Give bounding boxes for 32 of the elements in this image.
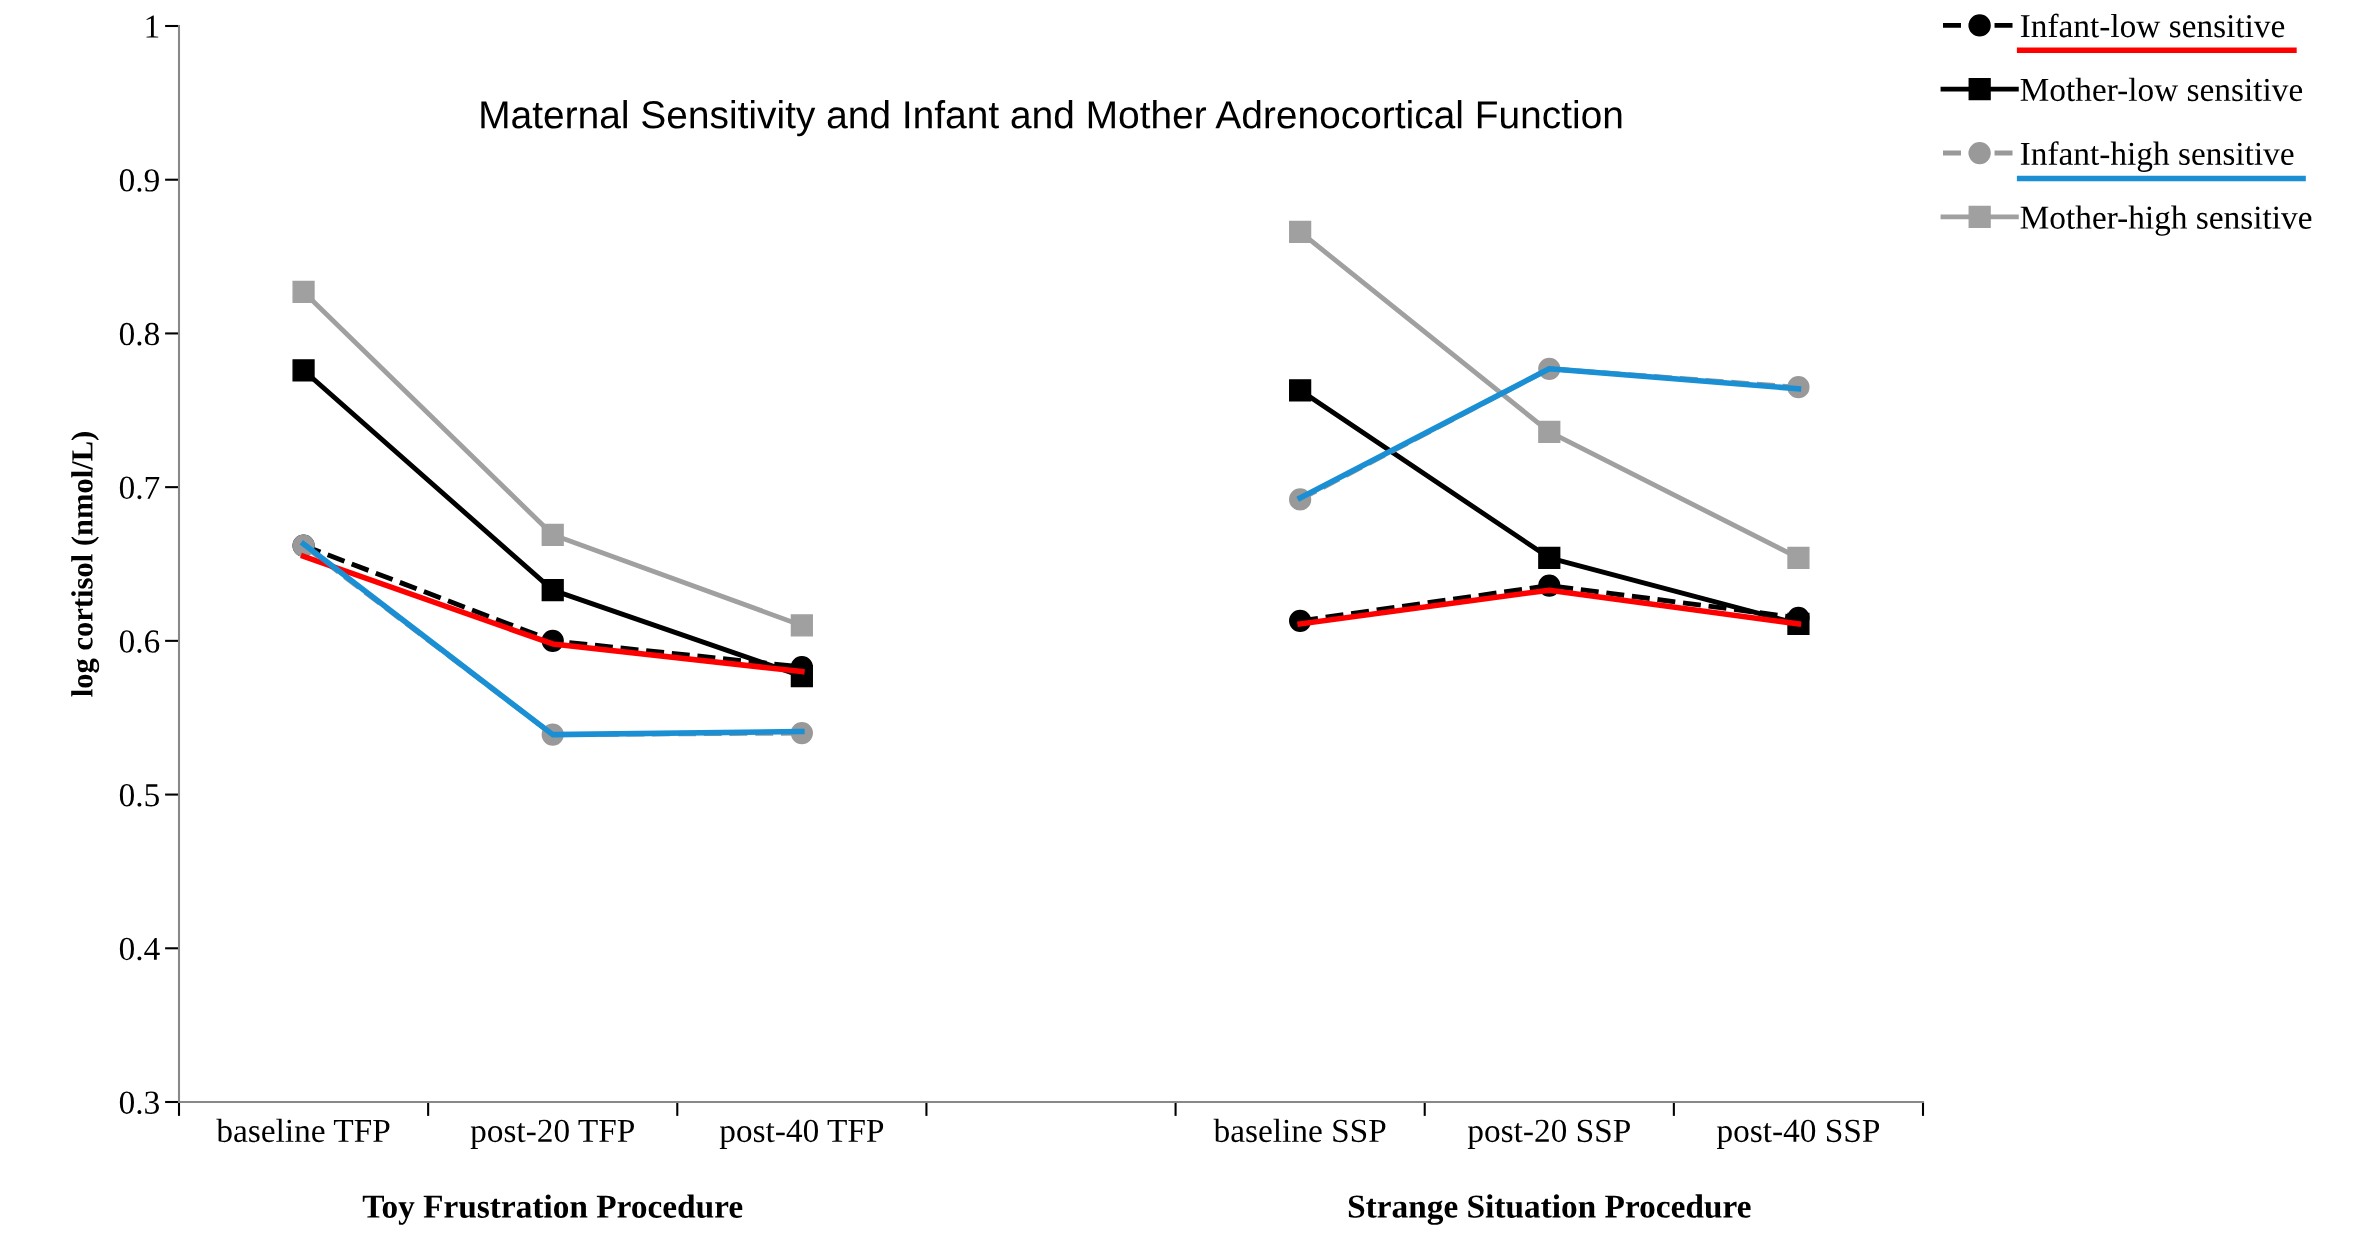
legend-label: Infant-low sensitive — [2020, 13, 2285, 38]
y-tick-label: 0.5 — [119, 783, 159, 807]
x-tick-label: post-40 TFP — [719, 1119, 884, 1149]
x-tick-label: post-40 SSP — [1716, 1119, 1880, 1149]
x-tick-label: post-20 SSP — [1467, 1119, 1630, 1149]
y-tick-label: 0.7 — [119, 476, 160, 500]
point — [1538, 420, 1561, 443]
point — [1289, 220, 1312, 244]
y-tick-label: 0.6 — [119, 630, 160, 653]
text: Maternal Sensitivity and Infant and Mother Adrenocortical Function — [481, 100, 1622, 137]
y-tick-label: 0.4 — [119, 937, 160, 961]
x-tick-label: post-20 TFP — [470, 1119, 634, 1149]
legend-label: Mother-high sensitive — [2020, 205, 2312, 236]
point — [1787, 546, 1810, 569]
x-tick-label: baseline TFP — [216, 1118, 390, 1143]
point — [541, 579, 564, 602]
point — [1289, 379, 1312, 402]
y-tick-label: 0.8 — [119, 322, 159, 346]
legend-label: Mother-low sensitive — [2020, 77, 2303, 102]
y-axis-title: log cortisol (nmol/L) — [71, 432, 100, 697]
point — [541, 523, 564, 546]
point — [1538, 546, 1561, 569]
point — [790, 614, 813, 637]
text: Toy Frustration Procedure — [362, 1194, 743, 1225]
y-tick-label: 1 — [146, 15, 159, 38]
legend-label: Infant-high sensitive — [2020, 141, 2294, 172]
y-tick-label: 0.9 — [119, 169, 159, 192]
text: Strange Situation Procedure — [1348, 1194, 1751, 1225]
y-tick-label: 0.3 — [119, 1091, 159, 1115]
point — [292, 359, 315, 382]
x-tick-label: baseline SSP — [1213, 1118, 1386, 1143]
point — [292, 280, 315, 304]
